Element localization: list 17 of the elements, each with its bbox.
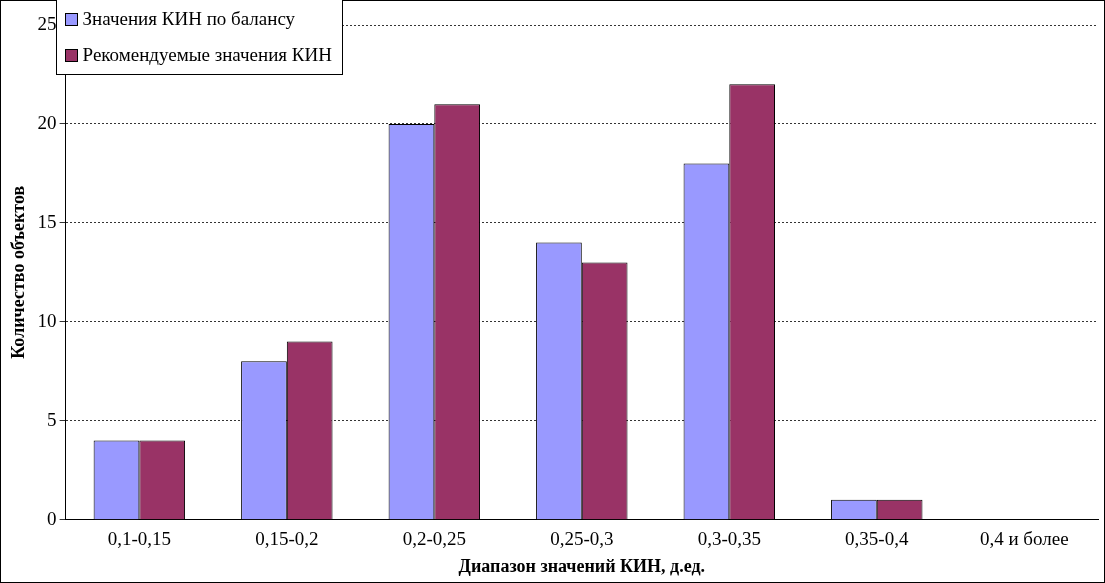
x-tick-label: 0,3-0,35: [697, 527, 761, 549]
x-tick-label: 0,15-0,2: [255, 527, 319, 549]
x-axis-title: Диапазон значений КИН, д.ед.: [458, 555, 706, 576]
y-tick-label: 25: [37, 12, 57, 34]
y-tick-label: 10: [37, 309, 57, 331]
x-tick-label: 0,35-0,4: [845, 527, 909, 549]
y-tick-label: 0: [47, 507, 57, 529]
legend-label: Значения КИН по балансу: [82, 8, 296, 30]
y-tick-label: 5: [47, 408, 57, 430]
y-tick-label: 20: [37, 111, 57, 133]
x-tick-label: 0,2-0,25: [402, 527, 466, 549]
y-tick-label: 15: [37, 210, 57, 232]
y-axis-title: Количество объектов: [8, 185, 29, 359]
x-tick-label: 0,25-0,3: [550, 527, 614, 549]
x-tick-label: 0,4 и более: [979, 527, 1069, 549]
x-tick-label: 0,1-0,15: [107, 527, 172, 549]
legend-label: Рекомендуемые значения КИН: [82, 44, 332, 66]
